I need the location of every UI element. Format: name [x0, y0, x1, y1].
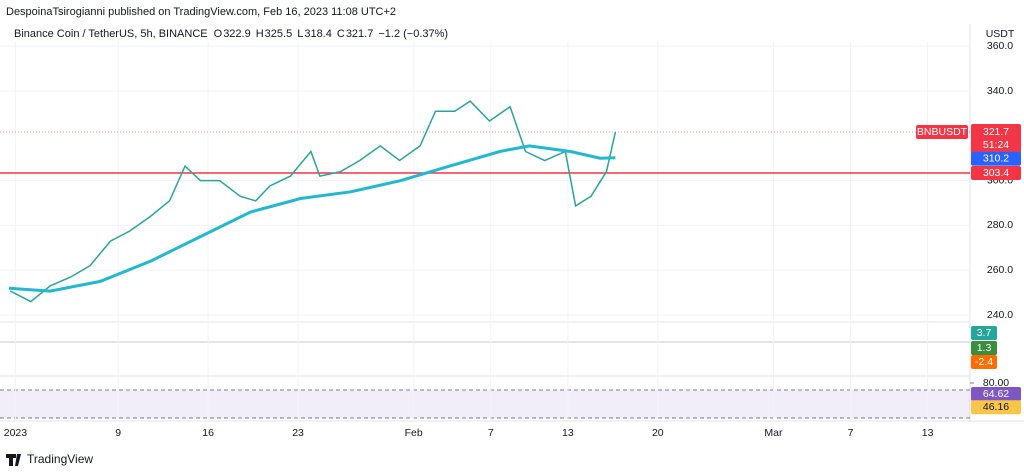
last-price-badge-bg: [971, 124, 1021, 155]
ohlc-label: O: [214, 28, 223, 40]
ema-badge-bg: [971, 151, 1021, 166]
symbol-badge: BNBUSDT: [917, 126, 968, 138]
ohlc-value: 322.9: [223, 28, 251, 40]
price-line: [8, 144, 616, 293]
countdown: 51:24: [983, 139, 1009, 151]
x-tick-label: 16: [202, 427, 214, 439]
rsi-tick-label: 80.00: [983, 377, 1009, 389]
ohlc-label: H: [256, 28, 264, 40]
x-tick-label: 7: [848, 427, 854, 439]
x-tick-label: 9: [115, 427, 121, 439]
price-line: [9, 100, 617, 303]
y-tick-label: 240.0: [987, 309, 1013, 321]
level-value: 303.4: [983, 167, 1009, 179]
macd-value: -2.4: [975, 356, 993, 368]
macd-value: 1.3: [977, 342, 992, 354]
brand: TradingView: [27, 452, 93, 466]
symbol-badge-bg: [916, 125, 968, 140]
change: −1.2 (−0.37%): [378, 28, 448, 40]
macd-badge-bg: [971, 341, 997, 355]
y-tick-label: 360.0: [987, 40, 1013, 52]
x-tick-label: Mar: [764, 427, 783, 439]
rsi-badge-bg: [971, 386, 1021, 401]
macd-value: 3.7: [977, 327, 992, 339]
last-price: 321.7: [983, 126, 1009, 138]
y-tick-label: 280.0: [987, 219, 1013, 231]
x-tick-label: 13: [922, 427, 934, 439]
x-tick-label: 23: [292, 427, 304, 439]
symbol: Binance Coin / TetherUS, 5h, BINANCE: [14, 28, 208, 40]
macd-badge-bg: [971, 326, 997, 340]
rsi-badge-bg: [971, 400, 1021, 415]
rsi-value: 64.62: [983, 388, 1009, 400]
ohlc-value: 325.5: [265, 28, 293, 40]
logo: TradingView: [6, 452, 93, 466]
publisher: DespoinaTsirogianni published on Trading…: [6, 6, 396, 18]
level-badge-bg: [971, 166, 1021, 181]
ohlc-value: 321.7: [346, 28, 374, 40]
x-tick-label: 20: [652, 427, 664, 439]
x-tick-label: 7: [488, 427, 494, 439]
y-tick-label: 340.0: [987, 85, 1013, 97]
rsi-band: [0, 390, 970, 418]
x-tick-label: 2023: [4, 427, 28, 439]
ema-value: 310.2: [983, 153, 1009, 165]
ohlc-label: L: [297, 28, 303, 40]
y-tick-label: 260.0: [987, 264, 1013, 276]
rsi-value: 46.16: [983, 401, 1009, 413]
ohlc-value: 318.4: [304, 28, 332, 40]
x-tick-label: 13: [562, 427, 574, 439]
grid: [0, 42, 970, 421]
x-tick-label: Feb: [405, 427, 423, 439]
logo-mark: [6, 454, 21, 466]
unit: USDT: [986, 28, 1015, 40]
ohlc-label: C: [337, 28, 345, 40]
macd-badge-bg: [971, 355, 997, 369]
